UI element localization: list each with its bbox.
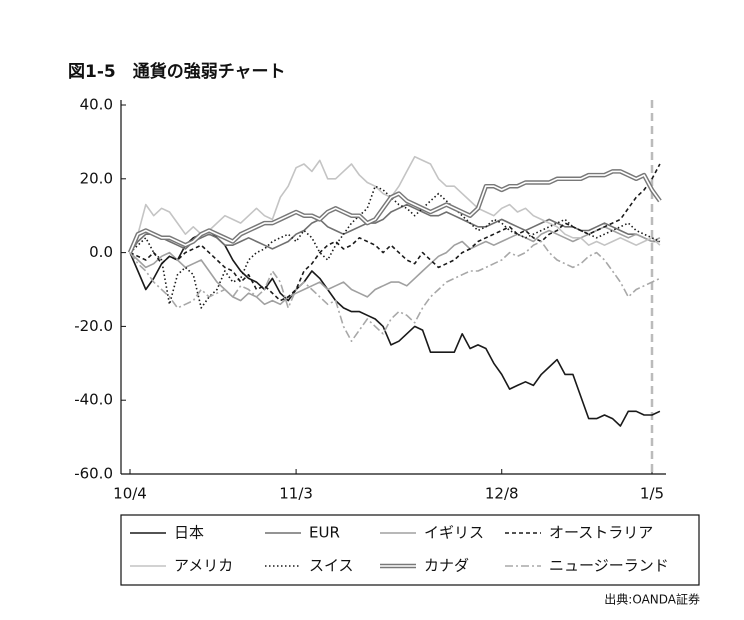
series-line [129,155,661,253]
x-tick-label: 12/8 [485,485,519,503]
legend-label: スイス [309,557,354,575]
y-tick-label: 0.0 [89,243,113,261]
y-tick-label: -60.0 [74,465,113,483]
y-tick-label: -40.0 [74,391,113,409]
x-tick-label: 11/3 [279,485,313,503]
legend-label: カナダ [424,557,469,575]
y-tick-label: 20.0 [80,169,113,187]
legend-box [120,514,700,586]
chart-title: 図1-5 通貨の強弱チャート [68,61,286,82]
series-line [129,226,661,306]
legend-label: 日本 [174,524,204,542]
series-line [129,185,661,309]
legend-label: EUR [309,524,340,542]
series-line [129,240,661,342]
x-tick-label: 1/5 [640,485,664,503]
series-line [127,169,662,254]
y-tick-label: -20.0 [74,317,113,335]
x-tick-label: 10/4 [113,485,147,503]
y-tick-label: 40.0 [80,96,113,114]
series-line-inner [129,170,661,253]
legend-label: イギリス [424,524,484,542]
legend-label: ニュージーランド [549,557,669,575]
series-line [129,163,661,302]
legend-label: アメリカ [174,557,233,575]
source-note: 出典:OANDA証券 [604,592,700,607]
series-line [129,229,661,427]
legend-label: オーストラリア [549,524,653,542]
